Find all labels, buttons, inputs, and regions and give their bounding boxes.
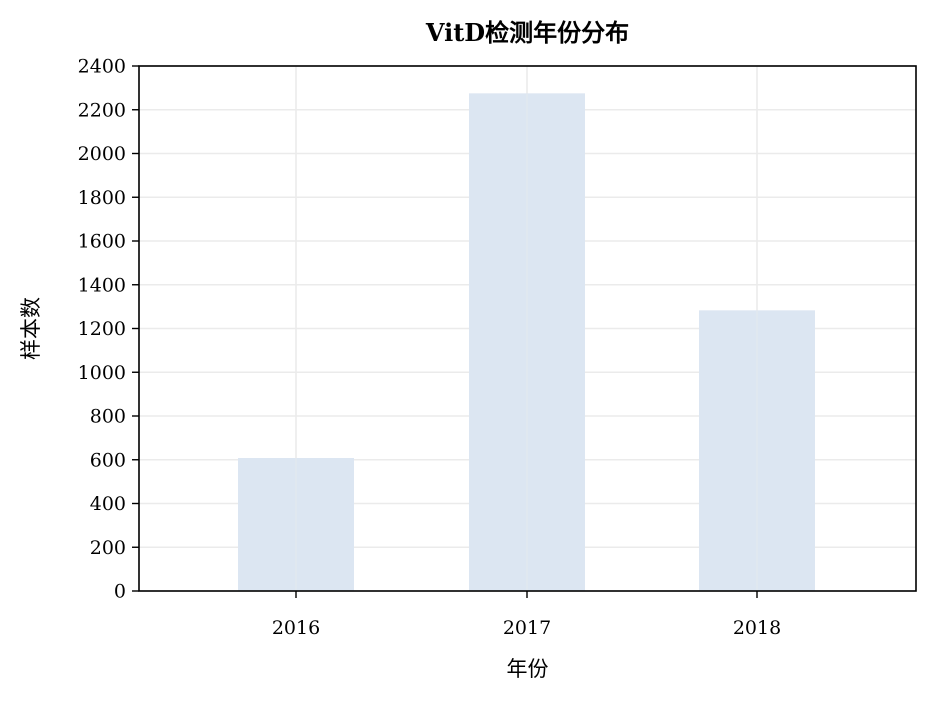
y-axis: 0 200 400 600 800 1000 1200 1400 1600 1800 2000 220… (78, 56, 139, 603)
y-tick-label: 2400 (78, 56, 126, 78)
x-tick-label: 2018 (733, 617, 781, 639)
x-tick-label: 2016 (272, 617, 320, 639)
y-tick-label: 1200 (78, 318, 126, 340)
y-tick-label: 0 (114, 581, 126, 603)
x-tick-label: 2017 (503, 617, 551, 639)
y-tick-label: 600 (90, 449, 126, 471)
y-tick-label: 1000 (78, 362, 126, 384)
y-axis-title: 样本数 (19, 297, 43, 360)
chart-title: VitD检测年份分布 (425, 18, 629, 47)
y-tick-label: 2200 (78, 99, 126, 121)
y-tick-label: 1600 (78, 231, 126, 253)
bars (238, 93, 815, 591)
y-tick-label: 2000 (78, 143, 126, 165)
y-tick-label: 400 (90, 493, 126, 515)
y-tick-label: 1800 (78, 187, 126, 209)
y-tick-label: 200 (90, 537, 126, 559)
y-tick-label: 800 (90, 406, 126, 428)
x-axis: 2016 2017 2018 (272, 591, 781, 639)
y-tick-label: 1400 (78, 274, 126, 296)
x-axis-title: 年份 (507, 657, 549, 681)
